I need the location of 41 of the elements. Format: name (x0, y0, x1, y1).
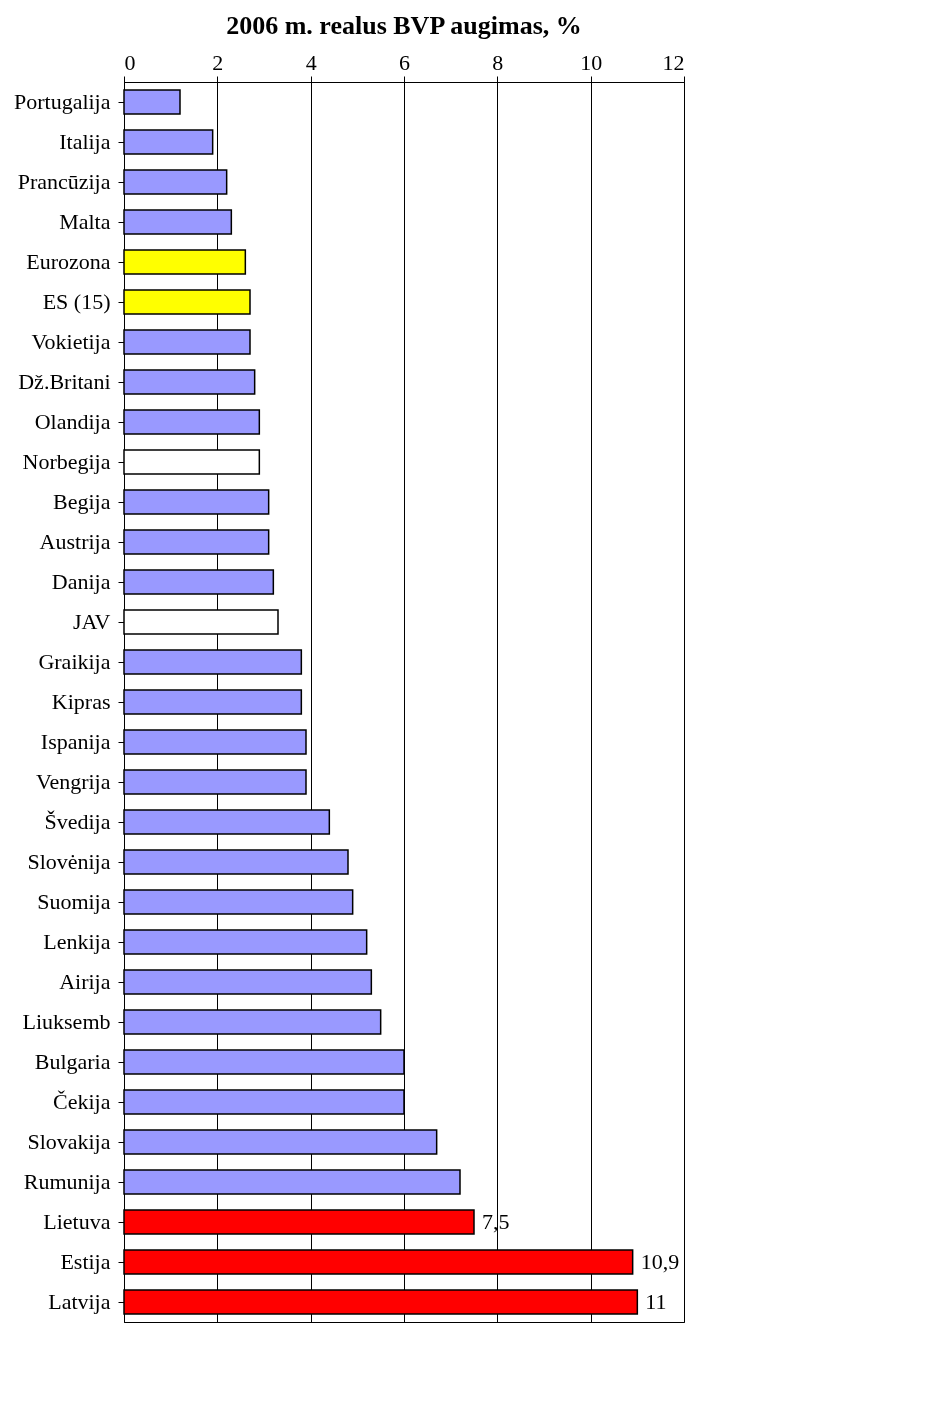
x-tick-label: 4 (305, 49, 317, 75)
y-tick-label: JAV (72, 609, 111, 634)
y-tick-label: Čekija (53, 1089, 111, 1114)
chart-title: 2006 m. realus BVP augimas, % (226, 11, 582, 40)
y-tick-label: Dž.Britani (18, 369, 111, 394)
x-tick-label: 8 (492, 49, 504, 75)
y-tick-label: Prancūzija (17, 169, 111, 194)
y-tick-label: Italija (59, 129, 111, 154)
y-tick-label: Eurozona (26, 249, 111, 274)
y-tick-label: Lietuva (43, 1209, 111, 1234)
y-tick-label: Lenkija (43, 929, 111, 954)
y-tick-label: Estija (60, 1249, 111, 1274)
data-label: 10,9 (640, 1249, 680, 1274)
y-tick-label: Olandija (34, 409, 111, 434)
x-tick-label: 0 (124, 49, 136, 75)
x-tick-label: 10 (580, 49, 603, 75)
y-tick-label: Portugalija (13, 89, 111, 114)
y-tick-label: Vokietija (31, 329, 111, 354)
y-tick-label: Vengrija (35, 769, 111, 794)
y-tick-label: Airija (59, 969, 111, 994)
x-tick-label: 2 (212, 49, 224, 75)
y-tick-label: ES (15) (42, 289, 111, 314)
y-tick-label: Kipras (51, 689, 111, 714)
y-tick-label: Begija (53, 489, 111, 514)
y-tick-label: Slovėnija (27, 849, 111, 874)
y-tick-label: Malta (59, 209, 111, 234)
y-tick-label: Latvija (48, 1289, 111, 1314)
y-tick-label: Slovakija (27, 1129, 111, 1154)
y-tick-label: Norbegija (22, 449, 111, 474)
y-tick-label: Danija (51, 569, 111, 594)
y-tick-label: Liuksemb (22, 1009, 111, 1034)
x-tick-label: 6 (399, 49, 410, 75)
y-tick-label: Suomija (37, 889, 111, 914)
y-tick-label: Bulgaria (34, 1049, 111, 1074)
y-tick-label: Austrija (39, 529, 111, 554)
data-label: 11 (645, 1289, 667, 1314)
y-tick-label: Graikija (38, 649, 111, 674)
y-tick-label: Ispanija (40, 729, 111, 754)
y-tick-label: Švedija (44, 809, 111, 834)
y-tick-label: Rumunija (23, 1169, 111, 1194)
x-tick-label: 12 (662, 49, 685, 75)
